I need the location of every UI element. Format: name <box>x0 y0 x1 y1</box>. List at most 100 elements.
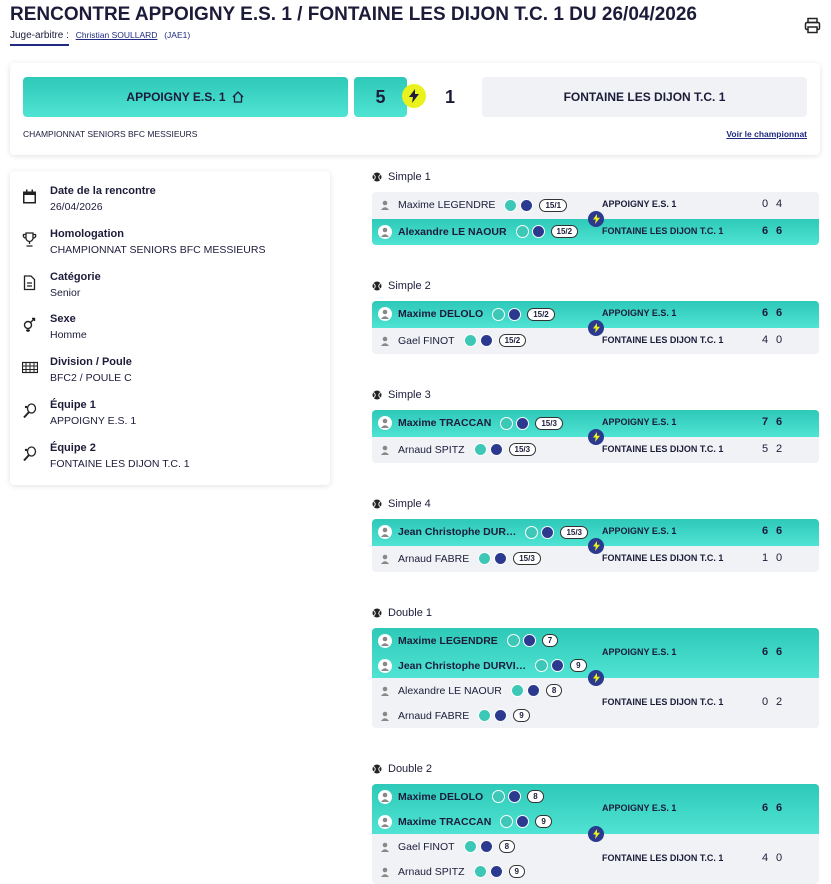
bolt <box>592 829 600 839</box>
match-title: Double 1 <box>372 607 432 619</box>
info-label: Date de la rencontre <box>50 185 156 197</box>
player-icons <box>492 790 522 803</box>
team-name: APPOIGNY E.S. 1 <box>602 417 677 428</box>
teal-icon <box>463 840 477 853</box>
team-name: APPOIGNY E.S. 1 <box>602 803 677 813</box>
info-icon <box>23 189 36 204</box>
player-name: Alexandre LE NAOUR <box>398 684 502 697</box>
page: Rencontre {"header": {"title": "RENCONTR… <box>10 4 821 884</box>
away-score: 1 <box>444 86 455 107</box>
page-body: RENCONTRE APPOIGNY E.S. 1 / FONTAINE LES… <box>10 4 821 884</box>
referee-name[interactable]: Christian SOULLARD <box>75 30 158 40</box>
person-icon <box>381 200 389 211</box>
navy-icon <box>494 709 508 722</box>
player-rank: 8 <box>545 684 563 697</box>
match-name: Double 2 <box>388 763 433 775</box>
info-label: Division / Poule <box>50 356 132 369</box>
team-name: FONTAINE LES DIJON T.C. 1 <box>602 853 724 863</box>
player-rank: 7 <box>541 634 559 647</box>
player-name: Maxime LEGENDRE <box>398 199 496 212</box>
teal-icon <box>478 709 492 722</box>
winner-row: Maxime LEGENDRE 7 Jean Christophe DURVI… 9 A… <box>372 628 819 678</box>
navy-icon <box>520 198 534 212</box>
person-icon <box>381 686 389 696</box>
player-rank: 15/3 <box>513 552 541 566</box>
set-score: 0 <box>775 551 783 564</box>
player: Maxime TRACCAN 15/3 <box>378 410 563 437</box>
set-score: 0 <box>761 696 769 708</box>
away-team: FONTAINE LES DIJON T.C. 1 <box>563 90 726 104</box>
info-icon <box>22 232 37 247</box>
navy-icon <box>479 334 493 348</box>
team-row: Arnaud SPITZ 15/3 FONTAINE LES DIJON T.C. … <box>372 436 819 463</box>
team-name: FONTAINE LES DIJON T.C. 1 <box>602 334 724 345</box>
player: Jean Christophe DUR… 15/3 <box>378 519 589 546</box>
set-score: 6 <box>775 307 783 320</box>
person-icon <box>381 527 389 538</box>
teal-icon <box>492 790 506 803</box>
player-name: Arnaud SPITZ <box>398 443 465 456</box>
navy-icon <box>551 659 565 672</box>
person-icon <box>381 554 389 564</box>
home-score: 5 <box>375 86 386 107</box>
player-rank: 8 <box>527 790 544 803</box>
team-name: FONTAINE LES DIJON T.C. 1 <box>602 552 724 563</box>
scoreboard-card: APPOIGNY E.S. 1 5 1 FONTAINE LES DIJON T… <box>10 63 820 155</box>
bolt <box>592 673 600 683</box>
set-score: 7 <box>761 416 769 429</box>
info-icon <box>23 446 37 461</box>
match-title: Simple 2 <box>372 280 431 292</box>
info-value: APPOIGNY E.S. 1 <box>50 415 137 427</box>
player-rank: 9 <box>513 709 530 722</box>
info-value: BFC2 / POULE C <box>50 372 132 385</box>
player-rank: 15/3 <box>508 443 537 457</box>
match-name: Simple 3 <box>388 389 431 401</box>
set-score: 6 <box>761 646 769 658</box>
avatar <box>378 865 392 879</box>
avatar <box>378 443 392 457</box>
match-title: Double 2 <box>372 763 432 775</box>
team-row: Gael FINOT 8 Arnaud SPITZ 9 FONTAINE LES DIJ… <box>372 834 819 884</box>
info-label: Homologation <box>50 227 124 240</box>
team-row: Gael FINOT 15/2 FONTAINE LES DIJON T.C. 1 4… <box>372 327 819 354</box>
teal-icon <box>473 443 487 457</box>
player-name: Arnaud FABRE <box>398 552 470 565</box>
person-icon <box>381 817 389 827</box>
navy-icon <box>508 307 522 321</box>
teal-icon <box>500 815 514 828</box>
print-icon[interactable] <box>804 17 821 34</box>
teal-icon <box>504 198 518 212</box>
ball-icon <box>372 608 382 618</box>
player: Alexandre LE NAOUR 8 <box>378 678 563 703</box>
navy-icon <box>508 790 522 803</box>
team-name: APPOIGNY E.S. 1 <box>602 308 677 319</box>
player-name: Gael FINOT <box>398 840 455 853</box>
person-icon <box>381 842 389 852</box>
bolt-icon <box>588 670 604 686</box>
player-rank: 15/2 <box>550 225 579 239</box>
championship-link[interactable]: Voir le championnat <box>726 129 807 139</box>
set-score: 6 <box>761 224 769 237</box>
player-icons <box>463 840 493 853</box>
avatar <box>378 789 392 804</box>
player: Arnaud FABRE 15/3 <box>378 546 541 573</box>
set-score: 6 <box>775 416 783 429</box>
bolt-icon <box>402 84 426 108</box>
home-team-button[interactable]: APPOIGNY E.S. 1 <box>23 77 348 117</box>
player-icons <box>506 634 536 647</box>
player-name: Maxime LEGENDRE <box>398 634 498 647</box>
team-name: FONTAINE LES DIJON T.C. 1 <box>602 225 724 236</box>
info-icon <box>22 362 38 374</box>
person-icon <box>381 711 389 721</box>
teal-icon <box>463 334 477 348</box>
player-icons <box>478 552 508 566</box>
player-rank: 15/3 <box>560 525 589 539</box>
person-icon <box>381 418 389 429</box>
player-name: Arnaud SPITZ <box>398 865 465 878</box>
navy-icon <box>522 634 536 647</box>
player-name: Maxime DELOLO <box>398 308 484 321</box>
away-team-button[interactable]: FONTAINE LES DIJON T.C. 1 <box>482 77 807 117</box>
